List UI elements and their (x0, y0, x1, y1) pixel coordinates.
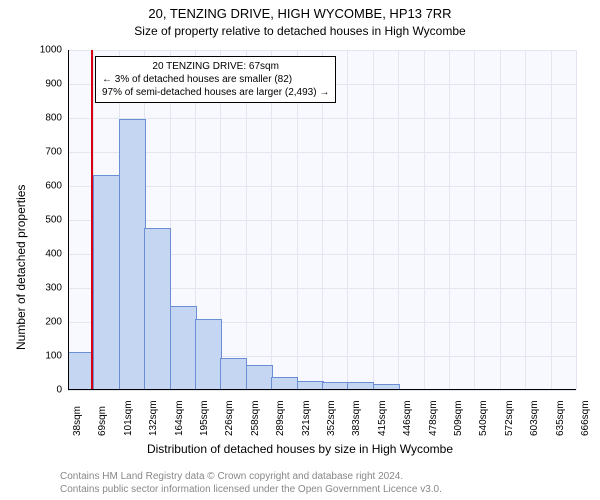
gridline-v (398, 50, 399, 390)
histogram-bar (220, 358, 247, 390)
histogram-bar (119, 119, 146, 390)
x-tick-label: 38sqm (72, 396, 83, 436)
property-marker-line (91, 50, 93, 390)
x-tick-label: 226sqm (224, 396, 235, 436)
y-tick-label: 0 (28, 385, 62, 396)
histogram-bar (170, 306, 197, 390)
x-tick-label: 289sqm (275, 396, 286, 436)
x-tick-label: 666sqm (580, 396, 591, 436)
footer-line-2: Contains public sector information licen… (60, 484, 442, 495)
x-tick-label: 509sqm (453, 396, 464, 436)
gridline-v (373, 50, 374, 390)
x-tick-label: 321sqm (301, 396, 312, 436)
gridline-v (551, 50, 552, 390)
y-tick-label: 600 (28, 181, 62, 192)
y-axis (68, 50, 69, 390)
x-tick-label: 132sqm (148, 396, 159, 436)
annotation-box: 20 TENZING DRIVE: 67sqm← 3% of detached … (95, 56, 336, 103)
x-tick-label: 603sqm (529, 396, 540, 436)
annotation-line: ← 3% of detached houses are smaller (82) (102, 73, 329, 86)
y-axis-label: Number of detached properties (14, 185, 28, 350)
x-axis-label: Distribution of detached houses by size … (0, 442, 600, 456)
x-tick-label: 352sqm (326, 396, 337, 436)
y-tick-label: 200 (28, 317, 62, 328)
x-tick-label: 572sqm (504, 396, 515, 436)
annotation-line: 97% of semi-detached houses are larger (… (102, 86, 329, 99)
gridline-v (525, 50, 526, 390)
gridline-v (576, 50, 577, 390)
x-tick-label: 446sqm (402, 396, 413, 436)
histogram-bar (246, 365, 273, 390)
annotation-line: 20 TENZING DRIVE: 67sqm (102, 60, 329, 73)
histogram-bar (144, 228, 171, 391)
gridline-v (500, 50, 501, 390)
x-tick-label: 635sqm (555, 396, 566, 436)
page-title: 20, TENZING DRIVE, HIGH WYCOMBE, HP13 7R… (0, 6, 600, 21)
y-tick-label: 900 (28, 79, 62, 90)
y-tick-label: 500 (28, 215, 62, 226)
x-tick-label: 69sqm (97, 396, 108, 436)
x-tick-label: 383sqm (351, 396, 362, 436)
gridline-v (449, 50, 450, 390)
x-tick-label: 478sqm (428, 396, 439, 436)
x-tick-label: 195sqm (199, 396, 210, 436)
y-tick-label: 700 (28, 147, 62, 158)
y-tick-label: 300 (28, 283, 62, 294)
chart-root: 20, TENZING DRIVE, HIGH WYCOMBE, HP13 7R… (0, 0, 600, 500)
x-axis (68, 389, 576, 390)
page-subtitle: Size of property relative to detached ho… (0, 24, 600, 38)
histogram-bar (195, 319, 222, 390)
x-tick-label: 164sqm (174, 396, 185, 436)
x-tick-label: 258sqm (250, 396, 261, 436)
y-tick-label: 400 (28, 249, 62, 260)
footer-line-1: Contains HM Land Registry data © Crown c… (60, 471, 403, 482)
gridline-v (474, 50, 475, 390)
gridline-v (347, 50, 348, 390)
x-tick-label: 101sqm (123, 396, 134, 436)
histogram-bar (93, 175, 120, 390)
x-tick-label: 540sqm (478, 396, 489, 436)
y-tick-label: 1000 (28, 45, 62, 56)
gridline-v (424, 50, 425, 390)
gridline-h (68, 390, 576, 391)
y-tick-label: 800 (28, 113, 62, 124)
x-tick-label: 415sqm (377, 396, 388, 436)
y-tick-label: 100 (28, 351, 62, 362)
